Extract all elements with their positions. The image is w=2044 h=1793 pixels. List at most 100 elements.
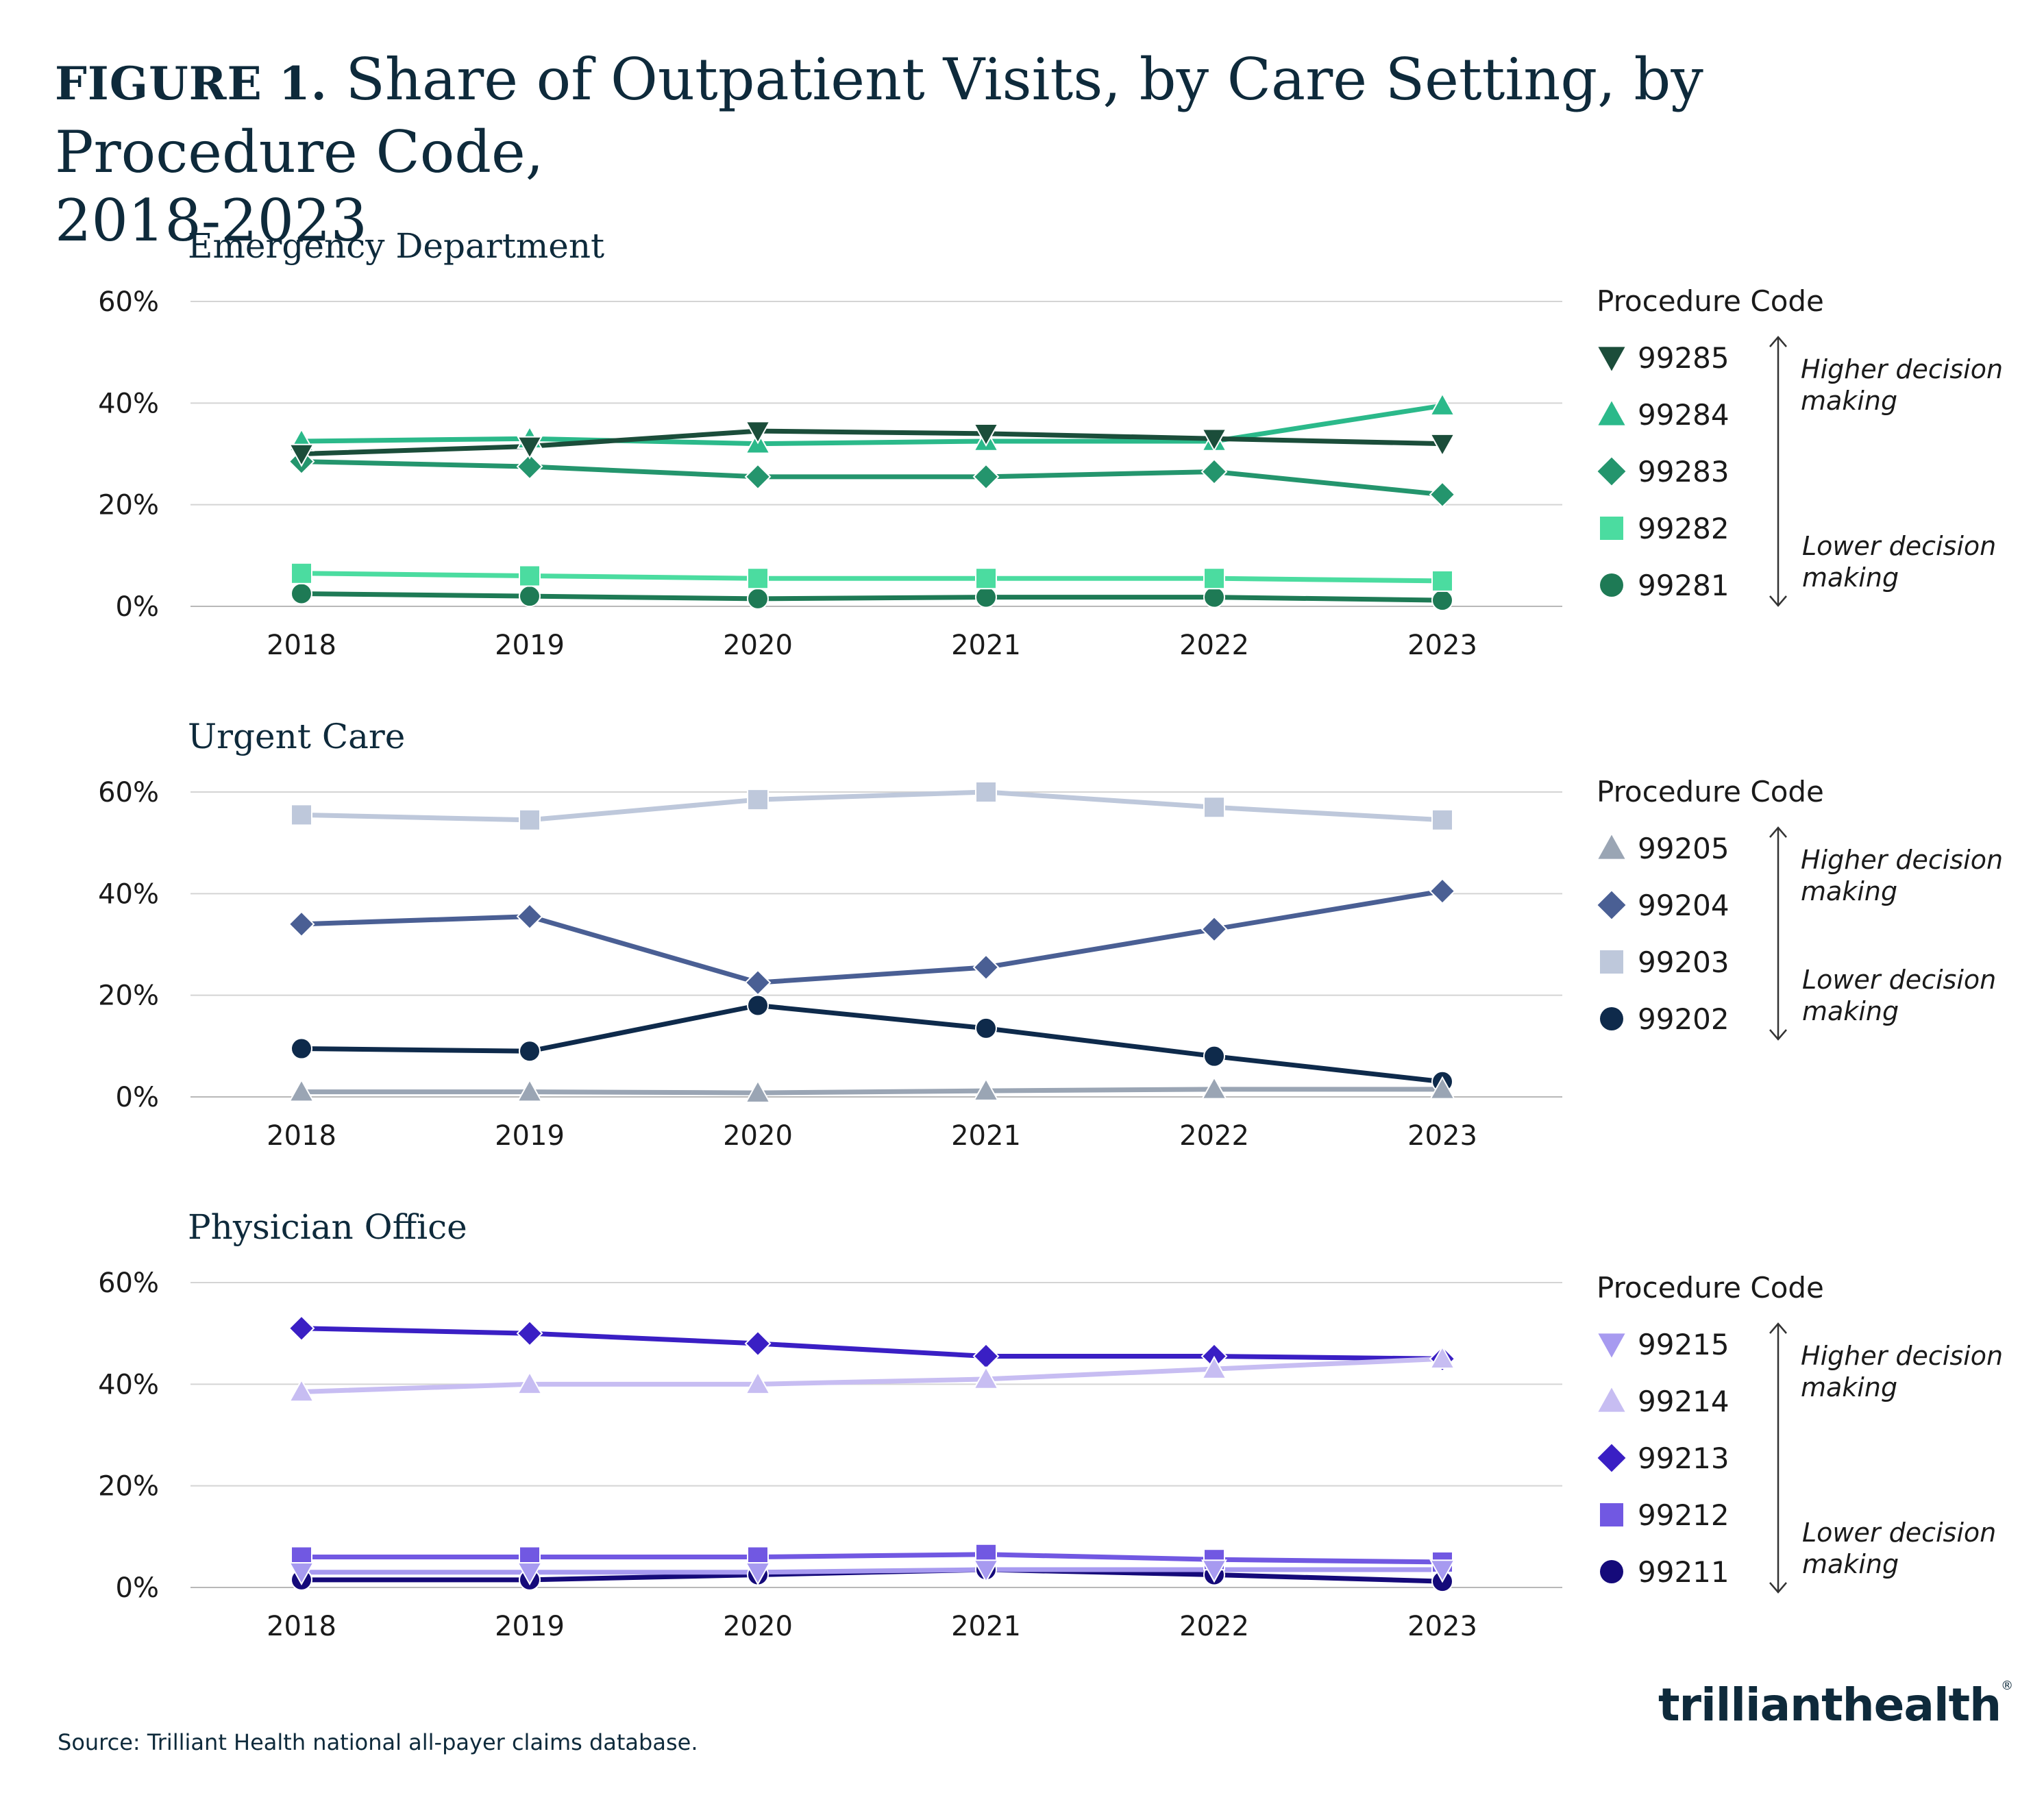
data-point-99213 — [288, 1315, 315, 1342]
arrow-head-up — [1769, 1322, 1787, 1334]
data-point-99204 — [1200, 915, 1228, 943]
figure-title: FIGURE 1. Share of Outpatient Visits, by… — [55, 45, 2015, 255]
legend-title: Procedure Code — [1597, 284, 1824, 318]
y-tick-label: 20% — [98, 980, 159, 1012]
series-line-99204 — [299, 889, 1445, 985]
figure-title-line2: 2018-2023 — [55, 187, 367, 254]
figure-title-line1: Share of Outpatient Visits, by Care Sett… — [55, 46, 1703, 186]
data-point-99205 — [745, 1079, 771, 1103]
legend-marker-99281 — [1600, 573, 1623, 597]
data-point-99285 — [288, 443, 315, 467]
data-point-99214 — [1429, 1345, 1455, 1370]
data-point-99281 — [747, 587, 769, 610]
data-point-99202 — [975, 1017, 997, 1039]
data-point-99281 — [975, 586, 997, 608]
legend-marker-99283 — [1597, 457, 1626, 486]
data-point-99282 — [291, 562, 312, 584]
data-point-99282 — [975, 567, 997, 590]
legend-label-99204: 99204 — [1638, 889, 1729, 922]
data-point-99285 — [745, 421, 771, 445]
data-point-99281 — [519, 585, 541, 608]
legend-marker-99211 — [1600, 1560, 1623, 1583]
y-tick-label: 0% — [116, 591, 159, 623]
higher-decision-label: Higher decision — [1801, 845, 2003, 875]
data-point-99285 — [1201, 428, 1227, 452]
lower-decision-label: Lower decision — [1802, 965, 1996, 995]
higher-decision-label: Higher decision — [1801, 1341, 2003, 1371]
data-point-99283 — [516, 453, 543, 480]
data-point-99205 — [973, 1077, 999, 1101]
x-tick-label: 2023 — [1407, 630, 1477, 661]
legend-emergency: Procedure Code 99285 99284 99283 99282 99281 H… — [1597, 284, 2003, 607]
y-tick-label: 40% — [98, 388, 159, 419]
higher-decision-label: Higher decision — [1801, 354, 2003, 384]
data-point-99215 — [517, 1561, 543, 1586]
data-point-99204 — [288, 911, 315, 938]
x-tick-label: 2020 — [723, 1120, 793, 1152]
series-line-99284 — [299, 403, 1445, 447]
data-point-99281 — [1203, 586, 1225, 608]
data-point-99285 — [517, 436, 543, 460]
series-line-99202 — [299, 1003, 1445, 1085]
legend-label-99282: 99282 — [1638, 512, 1729, 545]
lower-decision-label: making — [1802, 562, 1899, 593]
x-tick-label: 2018 — [267, 1611, 336, 1642]
figure-label: FIGURE 1. — [55, 57, 328, 110]
data-point-99202 — [519, 1040, 541, 1063]
legend-physician-office: Procedure Code 99215 99214 99213 99212 99211 H… — [1597, 1271, 2003, 1594]
legend-marker-99282 — [1600, 517, 1623, 540]
data-point-99283 — [1200, 458, 1228, 485]
legend-title: Procedure Code — [1597, 1271, 1824, 1304]
y-tick-label: 40% — [98, 1369, 159, 1400]
legend-label-99284: 99284 — [1638, 398, 1729, 432]
data-point-99213 — [972, 1343, 1000, 1370]
data-point-99203 — [975, 781, 997, 803]
series-line-99213 — [299, 1326, 1445, 1361]
x-tick-label: 2018 — [267, 630, 336, 661]
legend-marker-99215 — [1598, 1333, 1625, 1358]
data-point-99282 — [1431, 569, 1453, 592]
data-point-99281 — [1431, 589, 1453, 612]
x-tick-label: 2019 — [495, 1120, 565, 1152]
logo-registered-mark: ® — [2001, 1679, 2013, 1693]
legend-label-99211: 99211 — [1638, 1555, 1729, 1589]
series-line-99203 — [299, 789, 1445, 823]
legend-marker-99213 — [1597, 1444, 1626, 1472]
panel-title-urgent-care: Urgent Care — [188, 717, 406, 756]
y-tick-label: 20% — [98, 1471, 159, 1503]
data-point-99215 — [1201, 1559, 1227, 1583]
data-point-99214 — [288, 1378, 315, 1402]
legend-marker-99214 — [1598, 1387, 1625, 1412]
data-point-99215 — [288, 1561, 315, 1586]
panel-title-physician-office: Physician Office — [188, 1207, 467, 1247]
legend-label-99215: 99215 — [1638, 1328, 1729, 1361]
data-point-99284 — [1429, 392, 1455, 416]
panel-title-emergency: Emergency Department — [188, 226, 605, 266]
data-point-99203 — [519, 808, 541, 831]
series-line-99283 — [299, 459, 1445, 497]
lower-decision-label: Lower decision — [1802, 1518, 1996, 1548]
arrow-head-up — [1769, 826, 1787, 838]
data-point-99214 — [517, 1371, 543, 1395]
data-point-99204 — [744, 969, 772, 996]
legend-label-99203: 99203 — [1638, 945, 1729, 979]
data-point-99215 — [745, 1561, 771, 1586]
x-tick-label: 2020 — [723, 630, 793, 661]
series-line-99214 — [299, 1356, 1445, 1394]
lower-decision-label: Lower decision — [1802, 531, 1996, 561]
data-point-99214 — [973, 1365, 999, 1389]
data-point-99285 — [1429, 433, 1455, 457]
data-point-99205 — [1201, 1076, 1227, 1100]
data-point-99202 — [291, 1037, 312, 1060]
data-point-99213 — [744, 1330, 772, 1357]
data-point-99283 — [744, 463, 772, 491]
x-tick-label: 2019 — [495, 630, 565, 661]
data-point-99203 — [747, 789, 769, 811]
data-point-99205 — [1429, 1076, 1455, 1100]
arrow-head-down — [1769, 595, 1787, 607]
data-point-99215 — [1429, 1559, 1455, 1583]
legend-marker-99285 — [1598, 347, 1625, 371]
data-point-99203 — [1431, 808, 1453, 831]
series-line-99281 — [299, 591, 1445, 603]
y-tick-label: 40% — [98, 878, 159, 910]
